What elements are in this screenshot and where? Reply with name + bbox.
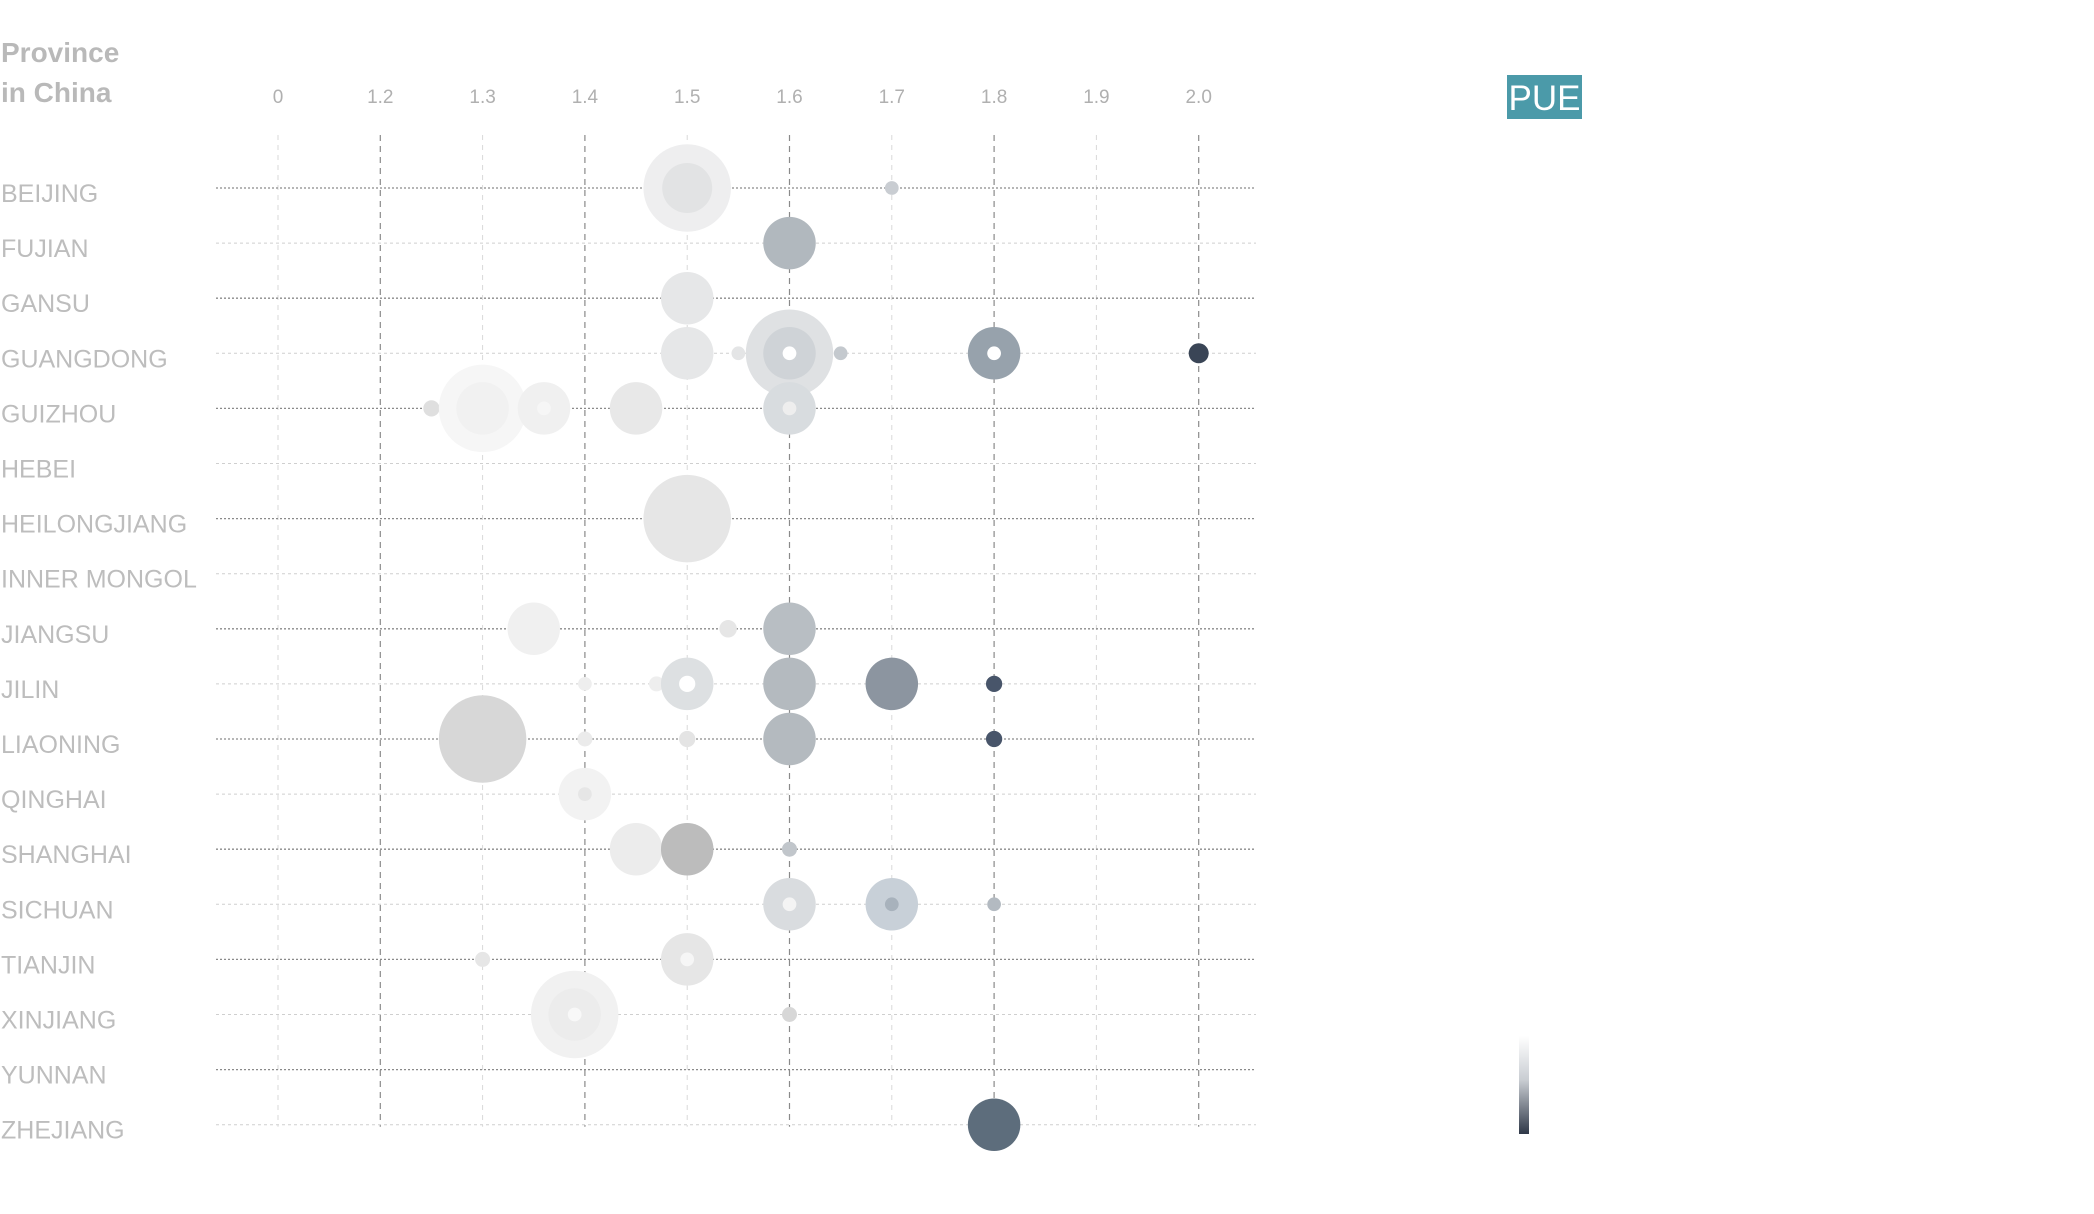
province-label: GANSU	[1, 290, 90, 318]
bubble-point	[884, 181, 899, 195]
x-tick-label: 1.8	[981, 87, 1007, 108]
bubble-point	[782, 1007, 797, 1022]
bubble-point	[609, 822, 663, 876]
bubble-point	[987, 897, 1001, 912]
bubble-point	[782, 897, 797, 912]
bubble-point	[577, 731, 593, 747]
bubble-point	[507, 602, 560, 656]
bubble-point	[609, 382, 663, 435]
bubble-point	[985, 730, 1003, 748]
bubble-point	[643, 474, 731, 563]
province-label: INNER MONGOL	[1, 566, 197, 594]
bubble-point	[660, 271, 714, 325]
bubble-point	[763, 712, 816, 766]
bubble-point	[731, 346, 746, 361]
bubble-point	[763, 602, 816, 656]
legend-badge: PUE	[1507, 75, 1582, 119]
bubble-point	[782, 401, 797, 416]
bubble-point	[782, 841, 797, 857]
axis-title-line-1: Province	[1, 37, 119, 68]
province-label: HEILONGJIANG	[1, 511, 187, 539]
bubble-point	[662, 163, 713, 213]
legend-badge-label: PUE	[1509, 79, 1581, 118]
province-label: GUANGDONG	[1, 345, 168, 373]
bubble-point	[987, 346, 1001, 361]
x-tick-label: 1.4	[572, 87, 599, 108]
province-labels: BEIJING FUJIAN GANSU GUANGDONG GUIZHOU HEBEI H…	[1, 180, 197, 1145]
province-label: LIAONING	[1, 731, 120, 759]
bubble-point	[475, 951, 491, 967]
bubble-point	[578, 677, 592, 691]
bubble-point	[438, 695, 527, 783]
bubble-point	[719, 620, 737, 638]
bubble-point	[537, 401, 551, 416]
province-label: HEBEI	[1, 456, 76, 484]
legend-badge-background	[1507, 75, 1582, 119]
bubble-point	[567, 1007, 582, 1022]
bubble-point	[578, 787, 592, 801]
bubble-point	[865, 657, 919, 711]
province-label: JIANGSU	[1, 621, 109, 649]
province-label: SICHUAN	[1, 896, 114, 924]
province-label: YUNNAN	[1, 1062, 107, 1090]
axis-title-line-2: in China	[1, 77, 112, 108]
province-label: BEIJING	[1, 180, 98, 208]
x-tick-label: 1.6	[776, 87, 802, 108]
bubble-point	[763, 216, 816, 270]
bubble-point	[679, 675, 696, 693]
bubble-point	[660, 822, 714, 876]
bubble-point	[423, 400, 440, 417]
x-tick-label: 1.3	[469, 87, 495, 108]
bubble-point	[1188, 343, 1209, 364]
x-tick-label: 2.0	[1185, 87, 1211, 108]
province-label: TIANJIN	[1, 951, 95, 979]
bubble-point	[660, 327, 714, 380]
bubble-point	[679, 730, 696, 748]
bubble-point	[649, 676, 665, 692]
gridlines	[216, 135, 1256, 1127]
province-label: JILIN	[1, 676, 59, 704]
province-label: FUJIAN	[1, 235, 89, 263]
x-axis-ticks: 0 1.2 1.3 1.4 1.5 1.6 1.7 1.8 1.9 2.0	[273, 87, 1212, 108]
province-label: SHANGHAI	[1, 841, 132, 869]
x-tick-label: 0	[273, 87, 284, 108]
bubble-point	[833, 346, 848, 361]
x-tick-label: 1.7	[879, 87, 905, 108]
bubble-marks	[423, 144, 1209, 1151]
x-tick-label: 1.9	[1083, 87, 1109, 108]
bubble-point	[680, 952, 695, 967]
bubble-point	[456, 382, 509, 435]
province-label: XINJIANG	[1, 1007, 116, 1035]
province-label: QINGHAI	[1, 786, 107, 814]
province-label: ZHEJIANG	[1, 1117, 125, 1145]
bubble-point	[985, 675, 1003, 693]
x-tick-label: 1.2	[367, 87, 393, 108]
bubble-point	[782, 346, 797, 361]
bubble-point	[884, 897, 899, 912]
x-tick-label: 1.5	[674, 87, 700, 108]
color-scale-bar	[1519, 1036, 1529, 1134]
bubble-point	[967, 1098, 1021, 1151]
province-label: GUIZHOU	[1, 400, 116, 428]
bubble-point	[763, 657, 816, 711]
